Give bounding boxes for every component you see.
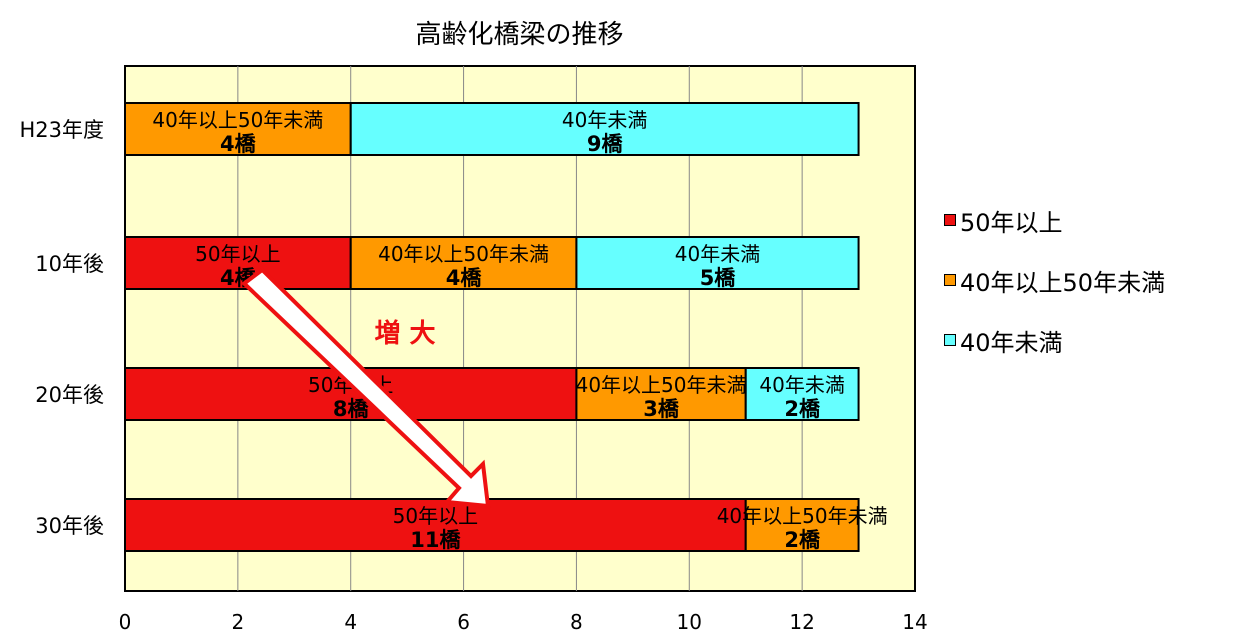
- bar-value-label: 3橋: [643, 397, 680, 421]
- y-category-label: 10年後: [35, 252, 104, 276]
- bar-value-label: 4橋: [220, 132, 257, 156]
- bar-series-label: 40年以上50年未満: [576, 373, 747, 397]
- legend: 50年以上 40年以上50年未満 40年未満: [944, 205, 1165, 385]
- x-tick-label: 2: [231, 610, 244, 634]
- x-tick-label: 10: [677, 610, 702, 634]
- legend-swatch: [944, 334, 956, 346]
- bar-segment: [744, 498, 860, 552]
- bar-segment: [124, 498, 747, 552]
- bar-value-label: 9橋: [587, 132, 624, 156]
- bar-segment: [124, 102, 352, 156]
- bar-series-label: 50年以上: [195, 242, 280, 266]
- x-axis-tick-labels: 0 2 4 6 8 10 12 14: [119, 610, 928, 634]
- chart-title: 高齢化橋梁の推移: [415, 20, 624, 50]
- bar-series-label: 50年以上: [393, 504, 478, 528]
- bar-value-label: 4橋: [446, 266, 483, 290]
- bar-series-label: 40年未満: [675, 242, 760, 266]
- bar-series-label: 40年以上50年未満: [378, 242, 549, 266]
- bar-segment: [349, 102, 860, 156]
- y-axis-category-labels: H23年度 10年後 20年後 30年後: [19, 118, 104, 538]
- bar-series-label: 40年未満: [562, 108, 647, 132]
- bar-segment: [124, 236, 352, 290]
- bar-series-label: 40年未満: [759, 373, 844, 397]
- bar-value-label: 2橋: [784, 528, 821, 552]
- bar-value-label: 8橋: [333, 397, 370, 421]
- bar-segment: [744, 367, 860, 421]
- y-category-label: H23年度: [19, 118, 104, 142]
- bar-segment: [575, 236, 860, 290]
- bar-value-label: 11橋: [410, 528, 461, 552]
- bar-value-label: 2橋: [784, 397, 821, 421]
- legend-label: 40年未満: [960, 328, 1063, 357]
- x-tick-label: 0: [119, 610, 132, 634]
- bar-value-label: 5橋: [700, 266, 737, 290]
- legend-label: 50年以上: [960, 208, 1063, 237]
- bar-segment: [349, 236, 578, 290]
- x-tick-label: 4: [344, 610, 357, 634]
- annotation-text: 増 大: [374, 319, 435, 349]
- legend-item-under40: 40年未満: [944, 325, 1165, 357]
- x-tick-label: 12: [789, 610, 814, 634]
- y-category-label: 30年後: [35, 514, 104, 538]
- increase-arrow: [241, 267, 491, 509]
- bar-series-label: 40年以上50年未満: [152, 108, 323, 132]
- x-tick-label: 14: [902, 610, 927, 634]
- x-tick-label: 8: [570, 610, 583, 634]
- legend-label: 40年以上50年未満: [960, 268, 1166, 297]
- bar-series-label: 40年以上50年未満: [717, 504, 888, 528]
- legend-swatch: [944, 274, 956, 286]
- x-tick-label: 6: [457, 610, 470, 634]
- legend-item-40to50: 40年以上50年未満: [944, 265, 1166, 297]
- y-category-label: 20年後: [35, 383, 104, 407]
- legend-swatch: [944, 214, 956, 226]
- legend-item-50plus: 50年以上: [944, 205, 1165, 237]
- bar-segment: [575, 367, 747, 421]
